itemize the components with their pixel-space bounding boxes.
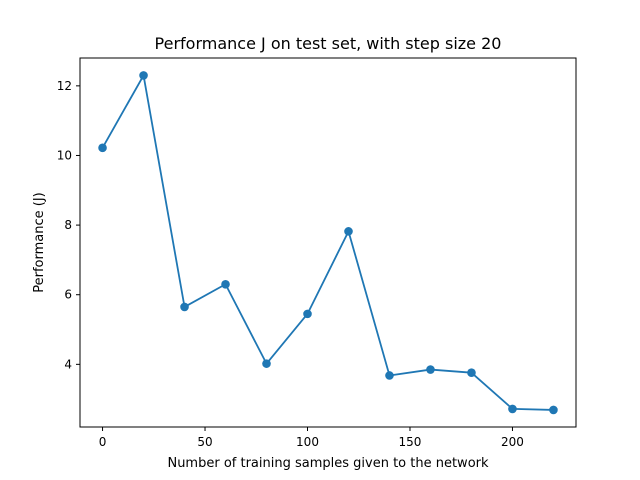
x-axis-label: Number of training samples given to the … [167, 456, 489, 471]
x-tick-label-2: 100 [296, 435, 319, 449]
axes-frame [79, 57, 577, 428]
x-tick-label-3: 150 [399, 435, 422, 449]
data-point-0-8 [426, 365, 435, 374]
y-axis-label: Performance (J) [32, 192, 47, 293]
y-tick-label-0: 4 [64, 357, 72, 371]
x-tick-label-0: 0 [99, 435, 107, 449]
x-tick-label-4: 200 [501, 435, 524, 449]
data-point-0-7 [385, 371, 394, 380]
data-point-0-4 [262, 359, 271, 368]
y-tick-label-4: 12 [57, 79, 72, 93]
data-point-0-3 [221, 279, 230, 289]
data-point-0-11 [549, 405, 558, 415]
data-point-0-5 [303, 309, 312, 319]
y-tick-label-2: 8 [64, 218, 72, 232]
x-tick-label-1: 50 [197, 435, 212, 449]
series-line-0 [101, 74, 554, 411]
chart-title: Performance J on test set, with step siz… [155, 34, 502, 53]
data-point-0-1 [139, 71, 148, 80]
data-point-0-6 [344, 227, 353, 236]
data-point-0-9 [467, 368, 476, 377]
data-point-0-0 [98, 143, 107, 153]
y-tick-label-1: 6 [64, 288, 72, 302]
data-point-0-10 [508, 404, 517, 414]
data-point-0-2 [180, 302, 189, 312]
plot-area: 0 50 100 150 200 4 6 8 10 12 [57, 71, 558, 449]
y-tick-label-3: 10 [57, 148, 72, 162]
